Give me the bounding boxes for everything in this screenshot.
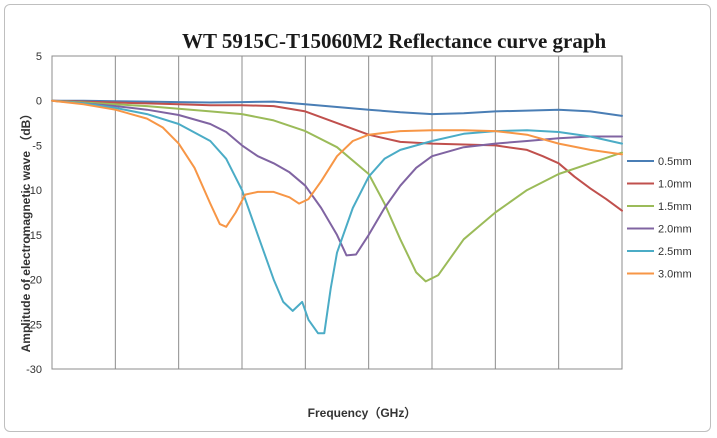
- y-tick-label: -10: [26, 185, 42, 197]
- legend-label: 0.5mm: [658, 156, 692, 168]
- legend: 0.5mm 1.0mm 1.5mm 2.0mm 2.5mm 3.0mm: [627, 156, 692, 281]
- series-line-1.5mm: [51, 99, 623, 283]
- series-line-2.5mm: [51, 99, 623, 335]
- chart-frame: [4, 4, 711, 432]
- series-lines: [51, 99, 623, 335]
- y-tick-label: -15: [26, 230, 42, 242]
- chart-title: WT 5915C-T15060M2 Reflectance curve grap…: [182, 29, 607, 53]
- y-tick-label: -20: [26, 275, 42, 287]
- legend-label: 1.5mm: [658, 201, 692, 213]
- y-axis-label: Amplitude of electromagnetic wave （dB）: [18, 108, 33, 353]
- legend-label: 3.0mm: [658, 269, 692, 281]
- series-line-0.5mm: [51, 99, 623, 117]
- y-tick-label: -25: [26, 319, 42, 331]
- plot-area: [51, 55, 623, 370]
- y-tick-label: -5: [32, 140, 42, 152]
- y-tick-label: 5: [36, 51, 42, 63]
- series-line-3.0mm: [51, 99, 623, 228]
- series-line-2.0mm: [51, 99, 623, 257]
- y-tick-labels: 5 0 -5 -10 -15 -20 -25 -30: [26, 51, 42, 376]
- grid-lines: [114, 56, 560, 369]
- x-axis-label: Frequency（GHz）: [308, 405, 417, 420]
- y-tick-label: 0: [36, 96, 42, 108]
- legend-label: 2.0mm: [658, 224, 692, 236]
- legend-label: 2.5mm: [658, 246, 692, 258]
- legend-label: 1.0mm: [658, 179, 692, 191]
- series-line-1.0mm: [51, 99, 623, 212]
- y-tick-label: -30: [26, 364, 42, 376]
